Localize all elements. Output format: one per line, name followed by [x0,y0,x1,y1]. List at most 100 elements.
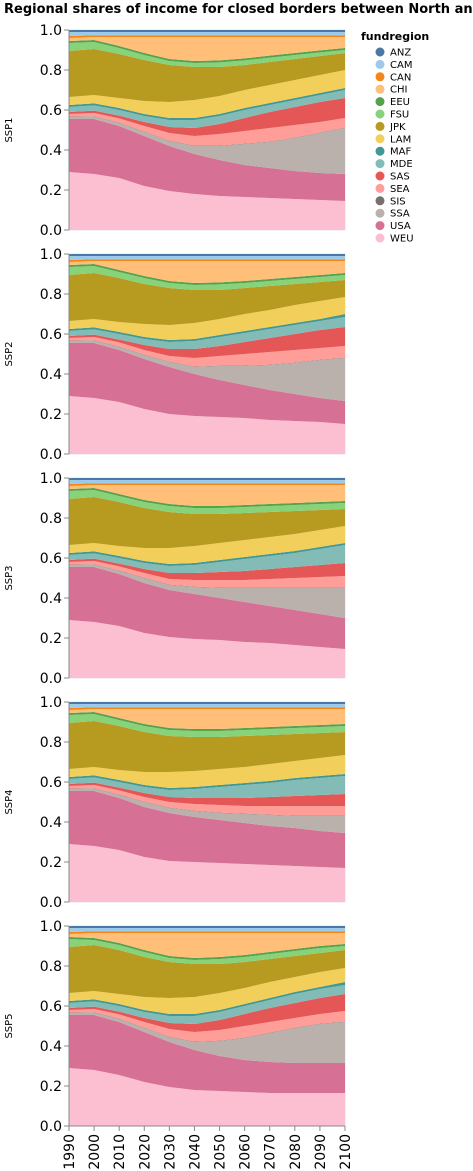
legend-item-sas: SAS [375,171,410,183]
area-chi [69,709,345,729]
y-tick-label: 0.4 [40,591,62,607]
legend-label: CAM [390,60,412,71]
panel-ssp4: 0.0 0.2 0.4 0.6 0.8 1.0 SSP4 [4,695,346,911]
y-tick-label: 0.8 [40,287,62,303]
panel-ssp2: 0.0 0.2 0.4 0.6 0.8 1.0 SSP2 [4,247,346,463]
area-sas [69,327,345,358]
y-tick-label: 0.0 [40,1119,62,1135]
area-usa [69,1015,345,1093]
area-lam [69,968,345,1014]
y-tick-label: 1.0 [40,471,62,487]
legend-label: MDE [390,159,413,170]
x-tick-label: 2060 [238,1134,254,1170]
legend-item-chi: CHI [375,84,407,96]
area-fsu [69,939,345,964]
area-mde [69,90,345,128]
legend-swatch [375,233,385,243]
area-cam [69,928,345,932]
row-label: SSP3 [4,565,15,590]
area-usa [69,119,345,201]
legend-swatch [375,159,385,169]
legend-swatch [375,84,385,94]
panel-ssp5: 0.0 0.2 0.4 0.6 0.8 1.0 SSP5 1990 2000 2010 2020 20… [4,919,354,1170]
area-sea [69,337,345,367]
area-chi [69,933,345,958]
row-label: SSP1 [4,117,15,142]
area-anz [69,702,345,704]
legend-swatch [375,208,385,218]
y-tick-label: 1.0 [40,247,62,263]
legend-swatch [375,109,385,119]
y-tick-label: 0.8 [40,735,62,751]
legend-item-mde: MDE [375,159,413,170]
area-cam [69,256,345,260]
legend-item-jpk: JPK [375,122,406,133]
area-fsu [69,490,345,514]
y-tick-label: 0.8 [40,511,62,527]
legend-label: JPK [389,122,406,133]
area-lam [69,297,345,340]
y-tick-label: 0.6 [40,999,62,1015]
area-fsu [69,714,345,737]
area-can [69,35,345,38]
row-label: SSP4 [4,789,15,814]
area-eeu [69,937,345,960]
legend-item-weu: WEU [375,233,414,245]
legend-item-can: CAN [375,72,411,83]
area-can [69,259,345,262]
y-tick-label: 0.2 [40,1079,62,1095]
row-label: SSP5 [4,1013,15,1038]
y-tick-label: 0.0 [40,671,62,687]
x-tick-label: 2090 [313,1134,329,1170]
area-mde [69,985,345,1024]
x-tick-label: 2010 [112,1134,128,1170]
area-jpk [69,497,345,548]
area-chi [69,261,345,283]
area-cam [69,704,345,708]
area-jpk [69,49,345,102]
area-anz [69,30,345,32]
y-tick-label: 0.6 [40,103,62,119]
legend-swatch [375,134,385,144]
y-tick-label: 0.2 [40,183,62,199]
area-sea [69,785,345,816]
area-eeu [69,40,345,63]
area-sea [69,1009,345,1042]
area-mde [69,545,345,573]
x-tick-label: 2040 [187,1134,203,1170]
area-jpk [69,945,345,998]
area-fsu [69,266,345,290]
legend-item-sis: SIS [375,196,406,207]
legend-item-anz: ANZ [375,47,411,59]
legend-swatch [375,59,385,69]
legend-item-cam: CAM [375,59,412,71]
area-usa [69,567,345,649]
area-sas [69,558,345,580]
area-sas [69,98,345,136]
area-sas [69,782,345,806]
area-weu [69,1068,345,1126]
area-cam [69,480,345,484]
legend-title: fundregion [361,30,429,43]
area-weu [69,620,345,678]
x-tick-label: 2080 [288,1134,304,1170]
x-tick-label: 2020 [137,1134,153,1170]
area-eeu [69,488,345,508]
legend-swatch [375,47,385,57]
area-anz [69,478,345,480]
legend-label: WEU [390,234,414,245]
y-tick-label: 1.0 [40,23,62,39]
area-ssa [69,564,345,618]
legend-item-lam: LAM [375,134,411,145]
legend-item-sea: SEA [375,183,410,195]
area-lam [69,755,345,788]
legend-swatch [375,146,385,156]
area-can [69,707,345,710]
legend-label: SEA [390,184,410,195]
area-mde [69,317,345,349]
area-usa [69,343,345,424]
legend-label: SIS [390,196,406,207]
area-ssa [69,340,345,401]
y-tick-label: 0.4 [40,1039,62,1055]
